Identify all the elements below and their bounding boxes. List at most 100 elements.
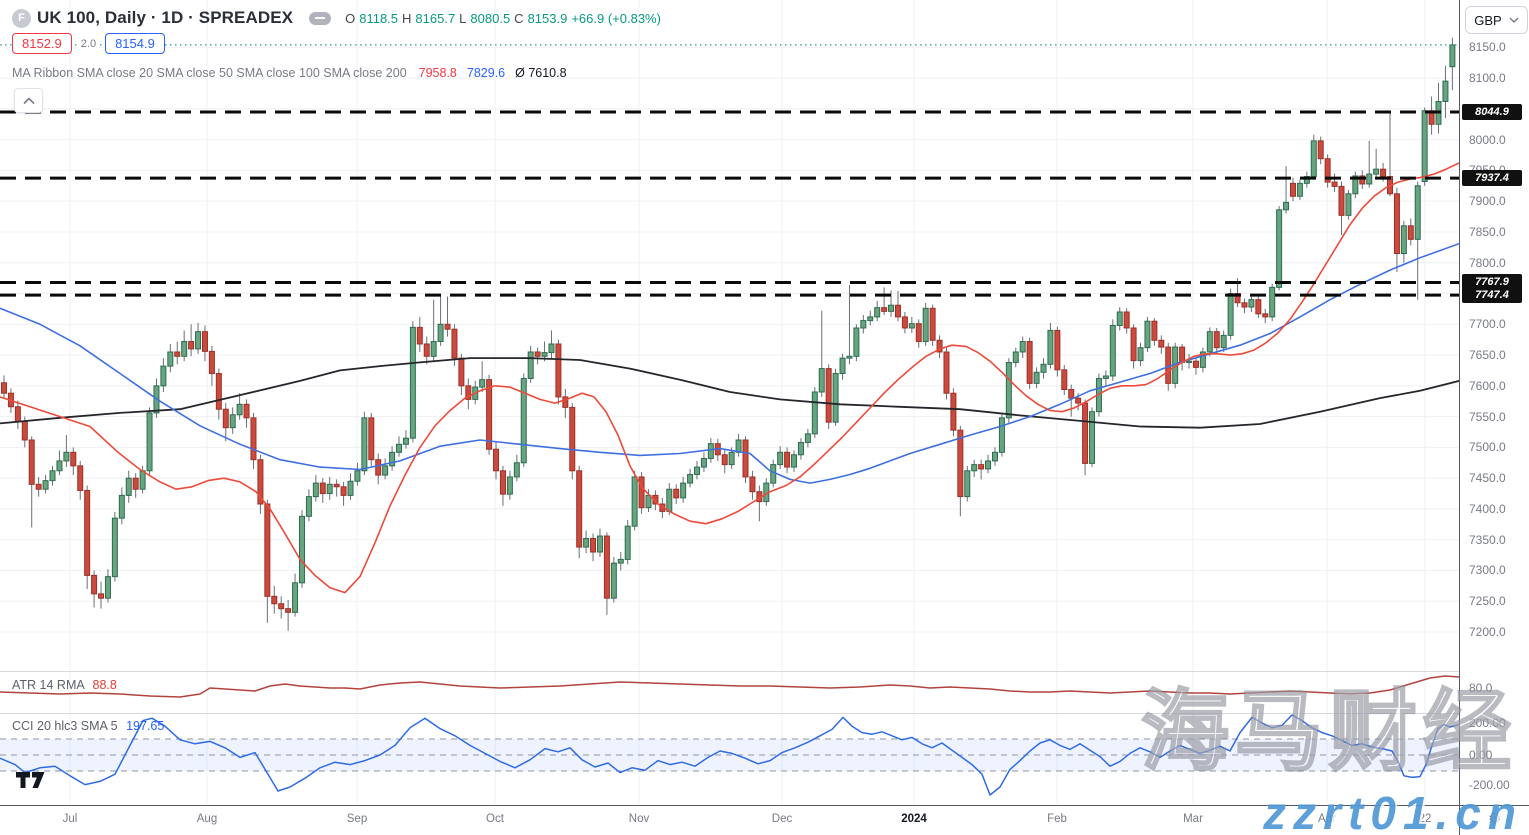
spread-value: 2.0 [77,37,100,50]
candle [631,470,638,531]
candle [1123,308,1130,334]
candle [894,291,901,322]
ma-sma20-value: 7958.8 [418,66,457,80]
candle [1373,148,1380,180]
price-axis-label: 7250.0 [1469,594,1506,609]
candle [534,347,541,365]
atr-title: ATR 14 RMA [12,678,85,692]
price-axis-label: 7650.0 [1469,348,1506,363]
buy-button[interactable]: 8154.9 [105,33,165,54]
candle [354,462,361,486]
candle [257,454,264,514]
indicator-axis-label: 200.00 [1469,716,1506,730]
low-label: L [459,10,467,26]
time-axis[interactable]: Jul Aug Sep Oct Nov Dec 2024 Feb Mar Apr 22 [0,805,1529,835]
candle [929,304,936,346]
atr-value: 88.8 [92,678,117,692]
candle [562,388,569,418]
candle [167,343,174,373]
ma-ribbon-legend[interactable]: MA Ribbon SMA close 20 SMA close 50 SMA … [12,66,567,80]
candle [208,345,215,386]
ohlc-values: O 8118.5 H 8165.7 L 8080.5 C 8153.9 +66.9 (+… [345,11,661,26]
price-axis-label: 7450.0 [1469,471,1506,486]
candle [1116,307,1123,331]
candle [479,361,486,392]
candle [132,473,139,498]
candle [396,436,403,457]
candle [215,368,222,420]
candle [742,436,749,484]
price-axis[interactable]: GBP 8150.08100.08050.08000.07950.07900.0… [1459,0,1529,805]
close-value: 8153.9 [527,10,568,26]
candle [1061,364,1068,396]
price-axis-label: 7850.0 [1469,224,1506,239]
ma-sma50-value: 7829.6 [466,66,506,80]
price-axis-label: 7900.0 [1469,194,1506,209]
candle [735,433,742,457]
candle [1026,337,1033,389]
price-axis-label: 7400.0 [1469,501,1506,516]
candle [1338,181,1345,236]
atr-legend[interactable]: ATR 14 RMA 88.8 [12,678,117,692]
candle [1089,407,1096,468]
candle [1040,358,1047,379]
candle [285,600,292,631]
sma20-line [0,162,1459,594]
candle [555,339,562,405]
candle [125,470,132,503]
candle [70,447,77,476]
candle [305,489,312,522]
candle [1241,298,1248,314]
candle [298,510,305,588]
candle [1109,319,1116,381]
candle [1012,347,1019,368]
change-value: +66.9 (+0.83%) [571,10,661,26]
candle [1283,166,1290,214]
candle [901,311,908,334]
candle [326,476,333,500]
sell-button[interactable]: 8152.9 [12,33,72,54]
candle [998,412,1005,457]
candle [680,476,687,503]
candle [1296,179,1303,200]
candle [957,425,964,517]
currency-selector[interactable]: GBP [1465,6,1528,34]
time-axis-label: Dec [771,813,793,825]
tradingview-logo-icon[interactable] [16,771,46,794]
candle [1269,283,1276,322]
candle [1130,324,1137,369]
symbol-legend[interactable]: F UK 100, Daily · 1D · SPREADEX O 8118.5 … [12,8,661,28]
hide-series-icon[interactable] [309,11,332,25]
candle [250,412,257,469]
time-axis-label: Apr [1318,813,1336,825]
candle [700,452,707,473]
collapse-legend-button[interactable] [14,88,43,113]
candle [832,368,839,426]
open-label: O [345,10,356,26]
time-axis-label: Jul [62,813,78,825]
candle [749,470,756,500]
candle [264,499,271,623]
candles-layer[interactable] [1,37,1456,631]
candle [985,454,992,474]
candle [791,450,798,473]
candle [188,324,195,357]
candle [181,330,188,362]
price-chart[interactable] [0,0,1459,805]
candle [118,487,125,525]
candle [950,388,957,437]
symbol-title[interactable]: UK 100, Daily · 1D · SPREADEX [37,8,294,27]
candle [104,569,111,603]
candle [915,319,922,348]
cci-legend[interactable]: CCI 20 hlc3 SMA 5 197.65 [12,719,164,733]
candle [368,412,375,466]
gear-icon[interactable]: ⚙ [1488,810,1502,827]
candle [1220,330,1227,352]
low-value: 8080.5 [470,10,511,26]
candle [409,321,416,443]
candle [1255,295,1262,319]
time-axis-label: Sep [346,813,368,825]
candle [56,450,63,476]
candle [1054,326,1061,377]
